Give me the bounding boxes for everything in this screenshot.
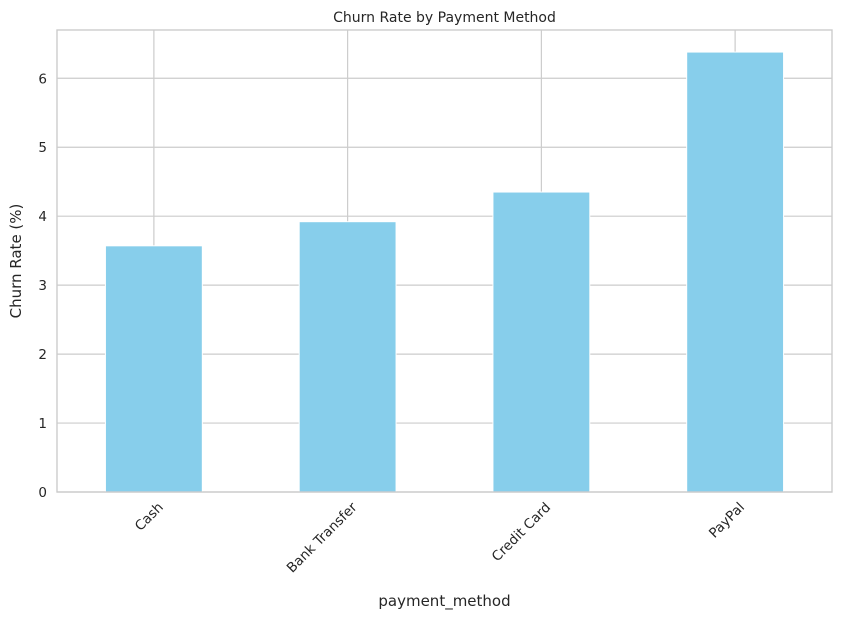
y-tick-labels: 0 1 2 3 4 5 6 xyxy=(38,71,47,501)
bar-cash xyxy=(104,245,203,493)
x-tick-label: Credit Card xyxy=(489,500,554,565)
y-tick-label: 6 xyxy=(38,71,47,87)
bar-paypal xyxy=(686,51,785,493)
y-tick-label: 0 xyxy=(38,485,47,501)
chart-title: Churn Rate by Payment Method xyxy=(333,10,556,26)
bars xyxy=(104,51,785,493)
x-axis-label: payment_method xyxy=(378,592,510,611)
y-tick-label: 3 xyxy=(38,278,47,294)
x-tick-labels: Cash Bank Transfer Credit Card PayPal xyxy=(132,499,748,576)
x-tick-label: PayPal xyxy=(706,500,748,542)
y-axis-label: Churn Rate (%) xyxy=(7,204,25,319)
plot-frame xyxy=(56,29,833,493)
y-tick-label: 4 xyxy=(38,209,47,225)
y-tick-label: 1 xyxy=(38,416,47,432)
x-tick-label: Cash xyxy=(132,500,167,535)
x-tick-label: Bank Transfer xyxy=(284,499,361,576)
y-tick-label: 5 xyxy=(38,140,47,156)
bar-bank-transfer xyxy=(298,221,397,493)
y-tick-label: 2 xyxy=(38,347,47,363)
bar-credit-card xyxy=(492,191,591,493)
